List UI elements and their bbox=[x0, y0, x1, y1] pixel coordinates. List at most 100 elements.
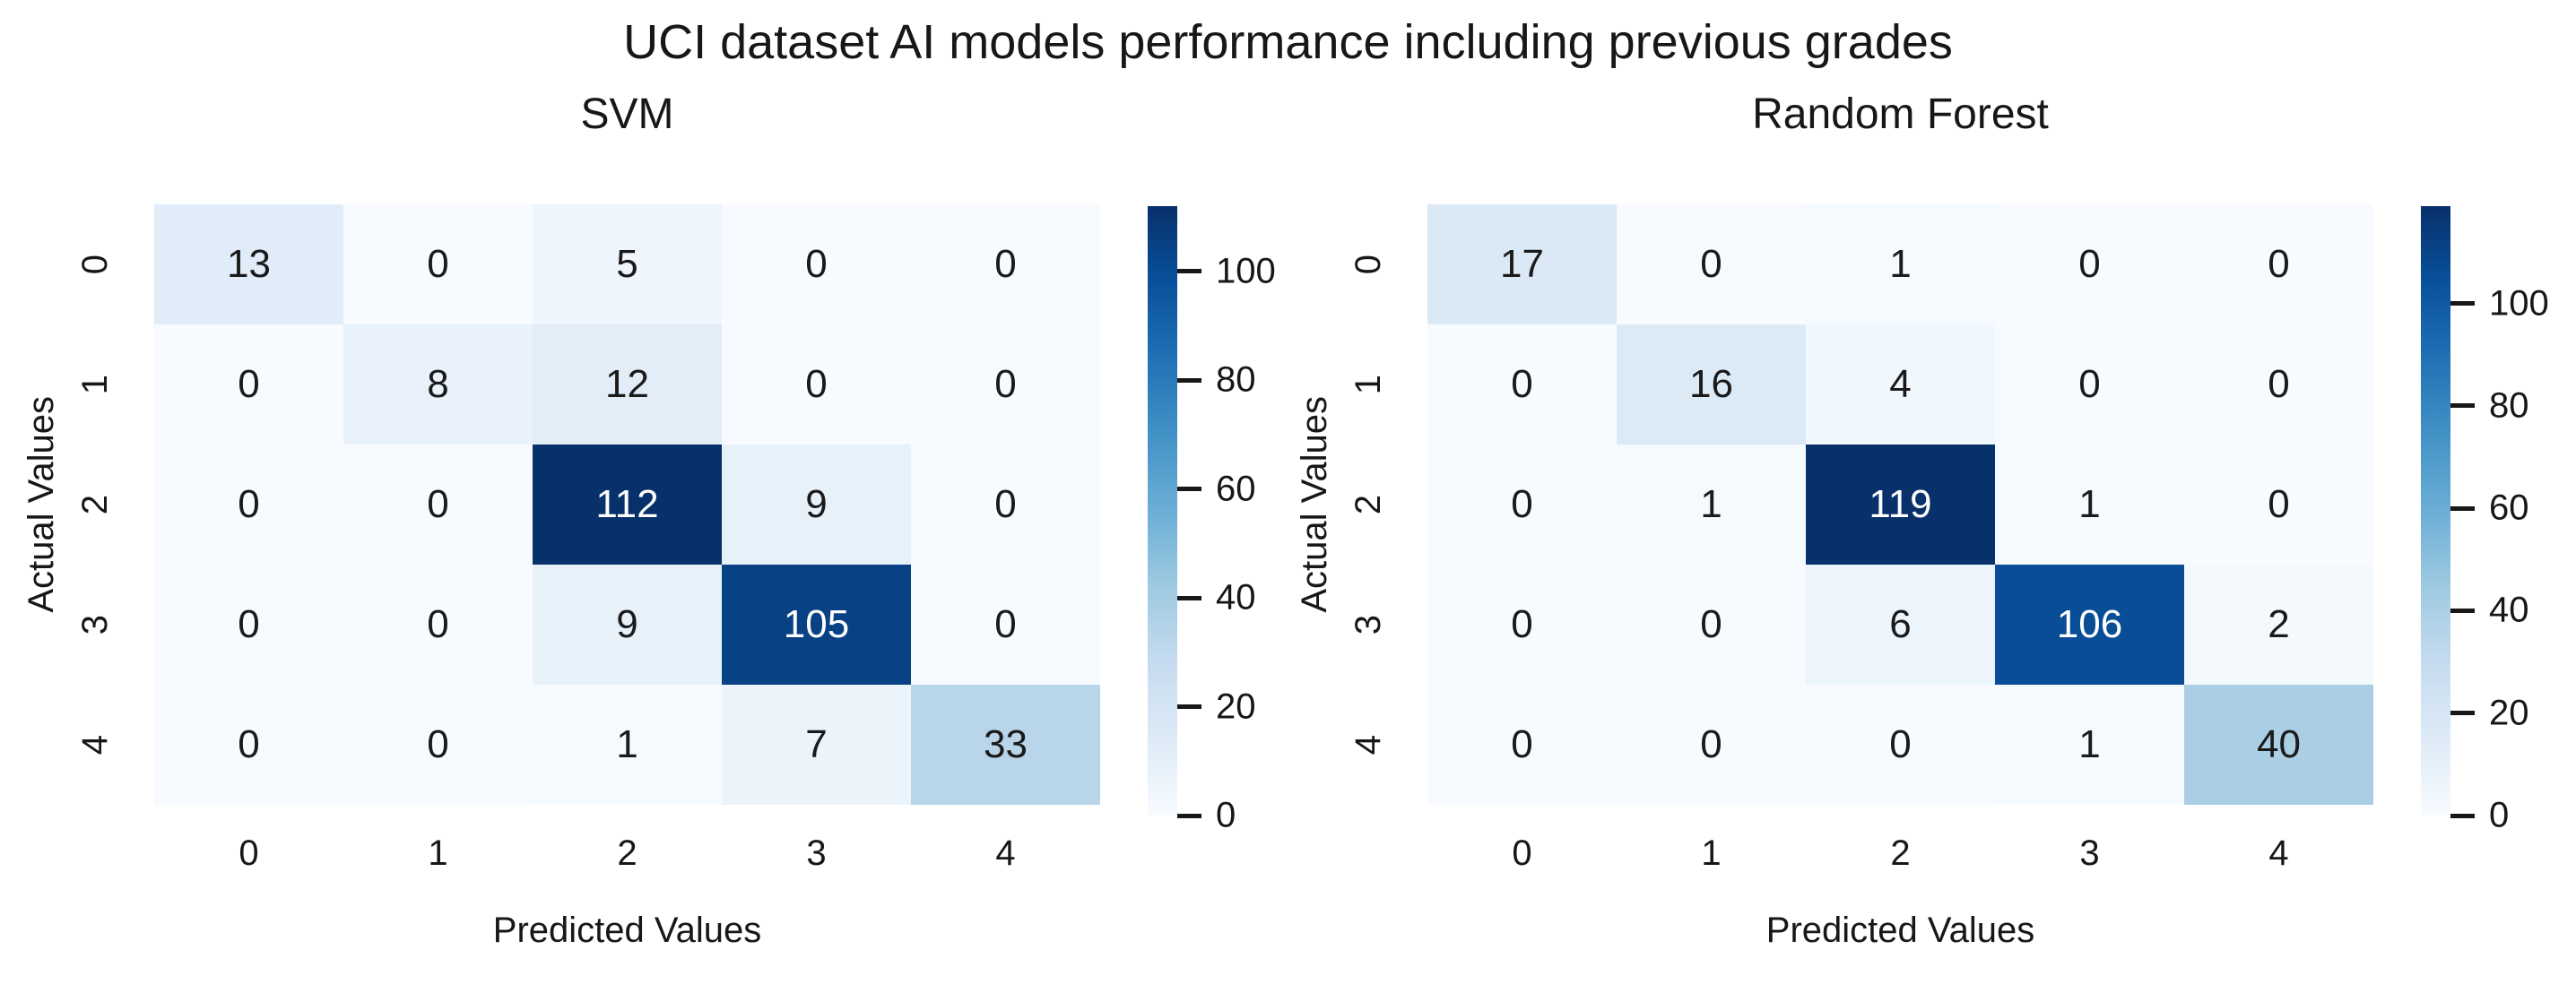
cell-value: 0 bbox=[994, 242, 1017, 286]
x-axis-label: Predicted Values bbox=[492, 911, 762, 950]
heatmap-cell: 0 bbox=[343, 685, 533, 805]
heatmap-cell: 1 bbox=[1995, 445, 2184, 565]
cell-value: 7 bbox=[805, 722, 828, 766]
colorbar-tick-label: 60 bbox=[2489, 488, 2529, 528]
cell-value: 0 bbox=[805, 362, 828, 406]
cell-value: 13 bbox=[227, 242, 271, 286]
colorbar-tick-mark bbox=[2450, 711, 2475, 716]
colorbar-gradient bbox=[1148, 206, 1177, 816]
heatmap-cell: 0 bbox=[2184, 445, 2373, 565]
heatmap-cell: 0 bbox=[1427, 445, 1617, 565]
cell-value: 106 bbox=[2056, 602, 2123, 646]
colorbar-tick-mark bbox=[1177, 377, 1201, 383]
cell-value: 0 bbox=[1511, 362, 1533, 406]
colorbar-tick-mark bbox=[1177, 269, 1201, 274]
cell-value: 0 bbox=[238, 482, 260, 526]
x-tick-label: 1 bbox=[1701, 833, 1722, 873]
heatmap-grid: 13 0 5 0 0 0 8 12 0 0 0 0 112 9 0 0 0 9 105 0 0 0 1 7 33 bbox=[154, 204, 1100, 805]
colorbar-tick-mark bbox=[2450, 608, 2475, 613]
heatmap-cell: 0 bbox=[1806, 685, 1995, 805]
cell-value: 0 bbox=[427, 482, 449, 526]
heatmap-cell: 0 bbox=[911, 204, 1100, 324]
colorbar-tick-label: 20 bbox=[2489, 693, 2529, 733]
cell-value: 0 bbox=[2268, 362, 2290, 406]
heatmap-cell: 0 bbox=[1427, 324, 1617, 445]
colorbar-tick-label: 40 bbox=[1216, 577, 1256, 617]
x-tick-label: 4 bbox=[2268, 833, 2289, 873]
cell-value: 0 bbox=[1511, 722, 1533, 766]
colorbar-tick-mark bbox=[1177, 487, 1201, 492]
colorbar-tick-label: 60 bbox=[1216, 469, 1256, 509]
heatmap-cell: 0 bbox=[1617, 685, 1806, 805]
heatmap-cell: 0 bbox=[722, 324, 911, 445]
heatmap-grid: 17 0 1 0 0 0 16 4 0 0 0 1 119 1 0 0 0 6 106 2 0 0 0 1 40 bbox=[1427, 204, 2373, 805]
colorbar-tick-mark bbox=[2450, 813, 2475, 818]
cell-value: 4 bbox=[1889, 362, 1912, 406]
heatmap-cell: 0 bbox=[154, 324, 343, 445]
cell-value: 0 bbox=[805, 242, 828, 286]
x-tick-labels: 0 1 2 3 4 bbox=[1427, 833, 2373, 880]
heatmap-cell: 0 bbox=[154, 445, 343, 565]
colorbar-tick-mark bbox=[2450, 301, 2475, 307]
x-tick-label: 0 bbox=[1512, 833, 1532, 873]
y-tick-label: 4 bbox=[1348, 734, 1388, 756]
y-tick-label: 4 bbox=[74, 734, 115, 756]
y-tick-label: 3 bbox=[74, 614, 115, 635]
colorbar: 0 20 40 60 80 100 bbox=[1148, 206, 1276, 835]
plot-title: SVM bbox=[580, 91, 674, 138]
heatmap-cell: 33 bbox=[911, 685, 1100, 805]
y-axis-label: Actual Values bbox=[21, 396, 61, 613]
x-tick-labels: 0 1 2 3 4 bbox=[154, 833, 1100, 880]
x-tick-label: 0 bbox=[239, 833, 259, 873]
cell-value: 0 bbox=[1700, 602, 1722, 646]
cell-value: 112 bbox=[595, 482, 659, 526]
heatmap-cell: 1 bbox=[533, 685, 722, 805]
heatmap-cell: 4 bbox=[1806, 324, 1995, 445]
heatmap-cell: 112 bbox=[533, 445, 722, 565]
heatmap-cell: 16 bbox=[1617, 324, 1806, 445]
heatmap-cell: 1 bbox=[1806, 204, 1995, 324]
cell-value: 0 bbox=[427, 602, 449, 646]
cell-value: 0 bbox=[1700, 722, 1722, 766]
heatmap-cell: 0 bbox=[1617, 204, 1806, 324]
heatmap-cell: 0 bbox=[154, 565, 343, 685]
heatmap-cell: 40 bbox=[2184, 685, 2373, 805]
y-tick-labels: 0 1 2 3 4 bbox=[72, 204, 118, 805]
y-tick-label: 3 bbox=[1348, 614, 1388, 635]
heatmap-cell: 9 bbox=[722, 445, 911, 565]
cell-value: 9 bbox=[616, 602, 638, 646]
cell-value: 0 bbox=[238, 362, 260, 406]
cell-value: 0 bbox=[238, 602, 260, 646]
heatmap-cell: 0 bbox=[1617, 565, 1806, 685]
y-tick-label: 2 bbox=[1348, 494, 1388, 515]
heatmap-cell: 0 bbox=[911, 445, 1100, 565]
x-tick-label: 2 bbox=[617, 833, 637, 873]
cell-value: 0 bbox=[994, 482, 1017, 526]
heatmap-cell: 6 bbox=[1806, 565, 1995, 685]
colorbar-tick-label: 0 bbox=[2489, 795, 2510, 835]
y-tick-label: 0 bbox=[74, 254, 115, 275]
cell-value: 0 bbox=[1700, 242, 1722, 286]
colorbar-gradient bbox=[2421, 206, 2450, 816]
cell-value: 12 bbox=[605, 362, 649, 406]
heatmap-cell: 119 bbox=[1806, 445, 1995, 565]
cell-value: 5 bbox=[616, 242, 638, 286]
heatmap-cell: 7 bbox=[722, 685, 911, 805]
heatmap-cell: 0 bbox=[2184, 324, 2373, 445]
colorbar-tick-mark bbox=[1177, 813, 1201, 818]
heatmap-cell: 106 bbox=[1995, 565, 2184, 685]
cell-value: 33 bbox=[984, 722, 1028, 766]
cell-value: 0 bbox=[2078, 362, 2101, 406]
cell-value: 1 bbox=[1889, 242, 1912, 286]
cell-value: 119 bbox=[1869, 482, 1932, 526]
cell-value: 0 bbox=[1889, 722, 1912, 766]
cell-value: 8 bbox=[427, 362, 449, 406]
cell-value: 0 bbox=[427, 722, 449, 766]
colorbar: 0 20 40 60 80 100 bbox=[2421, 206, 2549, 835]
heatmap-cell: 0 bbox=[1995, 324, 2184, 445]
x-axis-label: Predicted Values bbox=[1765, 911, 2035, 950]
heatmap-cell: 0 bbox=[722, 204, 911, 324]
cell-value: 0 bbox=[2268, 242, 2290, 286]
